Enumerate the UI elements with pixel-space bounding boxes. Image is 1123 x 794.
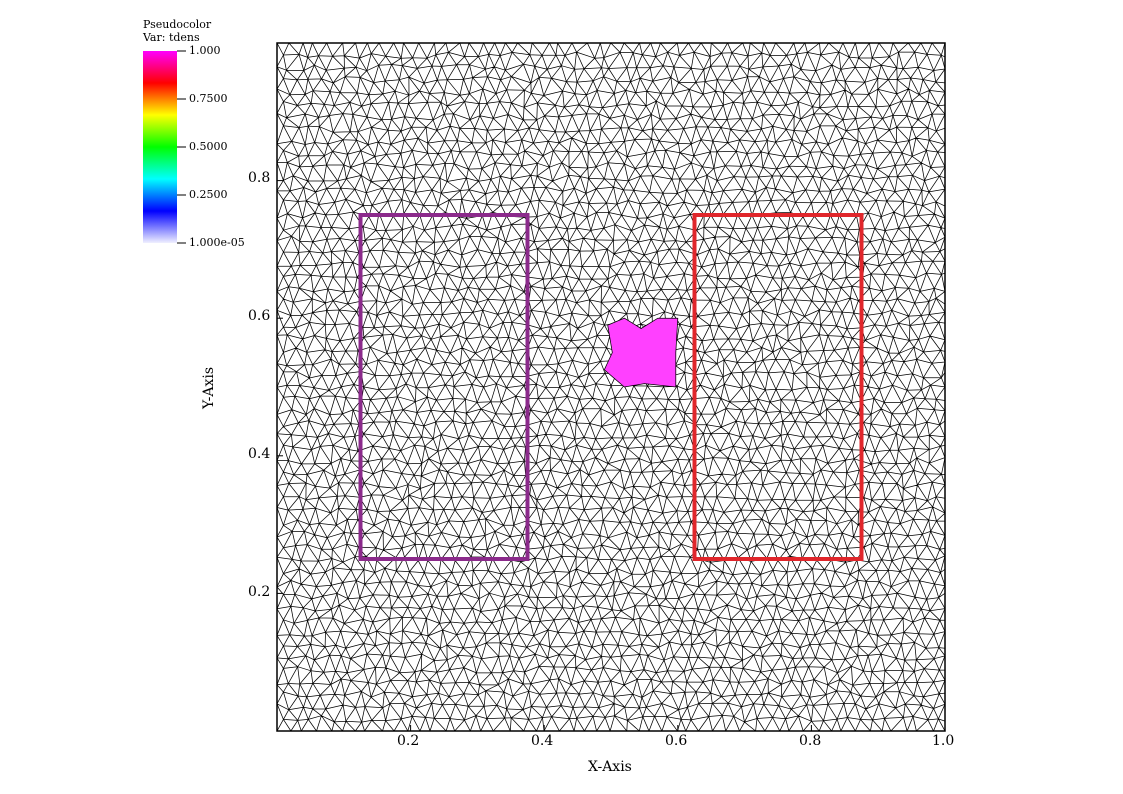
x-tick-label: 1.0	[932, 733, 955, 749]
high-tdens-patch	[603, 317, 679, 388]
x-tick-label: 0.2	[397, 733, 420, 749]
x-axis-title: X-Axis	[588, 759, 632, 775]
left-rectangle-region	[358, 213, 530, 561]
legend-label-025: 0.2500	[189, 188, 228, 201]
legend-label-min: 1.000e-05	[189, 236, 245, 249]
y-tick-label: 0.8	[248, 170, 271, 186]
mesh-edges	[277, 43, 945, 731]
axis-ticks	[277, 180, 946, 731]
x-tick-label: 0.6	[665, 733, 688, 749]
y-tick-label: 0.4	[248, 446, 271, 462]
y-tick-label: 0.2	[248, 584, 271, 600]
legend-title: Pseudocolor	[143, 18, 212, 31]
right-rectangle-region	[692, 213, 864, 561]
x-tick-label: 0.8	[799, 733, 822, 749]
legend-label-050: 0.5000	[189, 140, 228, 153]
y-tick-label: 0.6	[248, 308, 271, 324]
x-tick-label: 0.4	[531, 733, 554, 749]
mesh-grid	[277, 43, 945, 731]
legend-label-max: 1.000	[189, 44, 221, 57]
legend-label-075: 0.7500	[189, 92, 228, 105]
colorbar	[143, 51, 177, 243]
y-axis-title: Y-Axis	[201, 366, 218, 410]
legend-ticks	[177, 50, 186, 244]
plot-frame	[276, 42, 946, 732]
legend-variable: Var: tdens	[143, 31, 200, 44]
